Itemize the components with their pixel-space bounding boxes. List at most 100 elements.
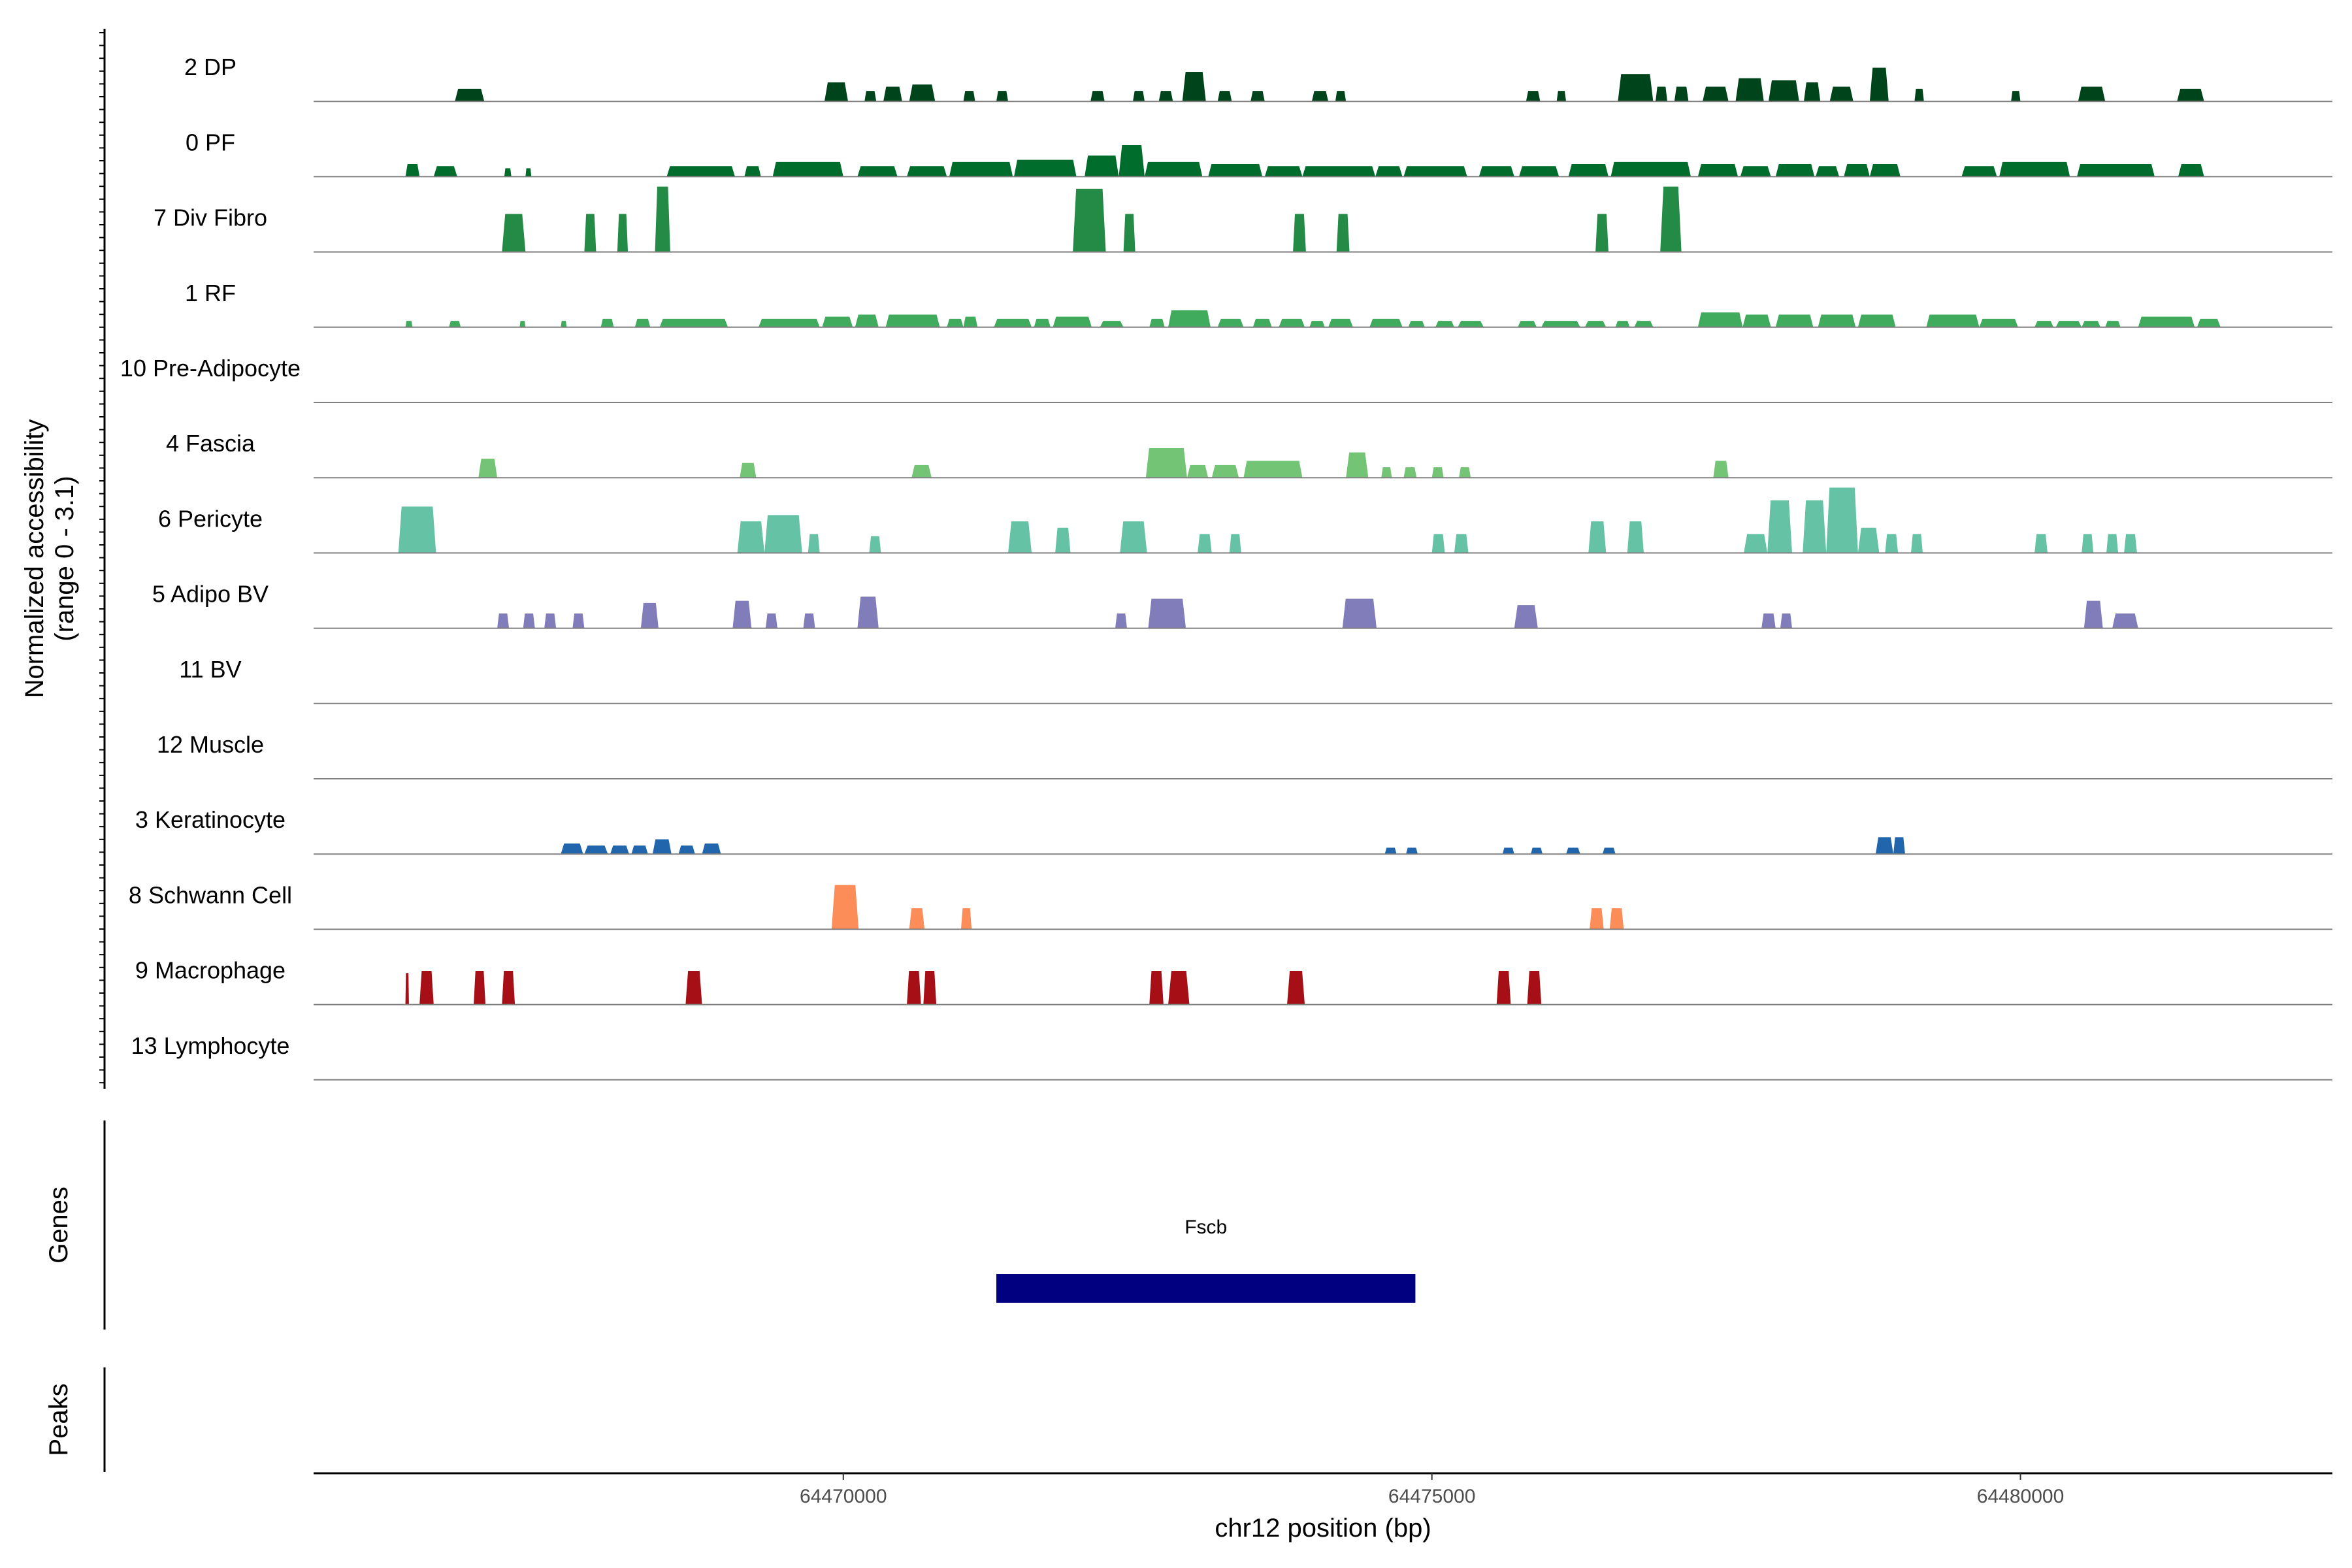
coverage-peak [1775, 314, 1814, 327]
coverage-peak [1531, 847, 1543, 855]
coverage-peak [1910, 534, 1923, 553]
coverage-peak [1198, 534, 1212, 553]
coverage-peak [1459, 467, 1471, 478]
coverage-peak [1804, 82, 1821, 102]
track-label: 4 Fascia [166, 430, 255, 457]
coverage-peak [2077, 164, 2155, 177]
coverage-peak [963, 316, 978, 327]
coverage-peak [2177, 88, 2204, 102]
coverage-peak [1403, 467, 1417, 478]
coverage-peak [1287, 970, 1305, 1005]
coverage-peak [1073, 188, 1106, 252]
coverage-peak [963, 91, 975, 102]
coverage-peak [1595, 214, 1609, 252]
coverage-peak [478, 459, 498, 478]
track-label: 1 RF [185, 280, 236, 306]
coverage-peak [2112, 613, 2138, 629]
coverage-peak [1803, 500, 1827, 553]
coverage-peak [1926, 314, 1980, 327]
track-label: 5 Adipo BV [152, 581, 269, 608]
coverage-peak [2082, 534, 2094, 553]
coverage-peak [1375, 166, 1403, 177]
coverage-peak [1328, 318, 1353, 327]
coverage-peak [857, 166, 898, 177]
coverage-peak [765, 613, 777, 629]
coverage-peak [855, 314, 879, 327]
coverage-peak [1168, 310, 1211, 327]
coverage-peak [1149, 318, 1165, 327]
coverage-peak [911, 465, 932, 478]
track-11-bv: 11 BV [179, 656, 2332, 704]
coverage-peak [2078, 86, 2106, 102]
coverage-peak [2138, 316, 2195, 327]
coverage-peak [1844, 164, 1870, 177]
coverage-peak [652, 839, 672, 855]
coverage-peak [803, 613, 815, 629]
coverage-peak [1158, 91, 1173, 102]
peaks-panel-title: Peaks [44, 1383, 73, 1456]
gene-body-fscb [996, 1274, 1416, 1303]
coverage-peak [1478, 166, 1514, 177]
track-label: 13 Lymphocyte [131, 1032, 290, 1059]
coverage-peak [497, 613, 510, 629]
coverage-peak [1148, 598, 1186, 629]
track-7-div-fibro: 7 Div Fibro [154, 186, 2332, 253]
track-label: 10 Pre-Adipocyte [120, 355, 301, 382]
coverage-peak [1211, 465, 1239, 478]
coverage-peak [1961, 166, 1997, 177]
coverage-peak [1279, 318, 1305, 327]
coverage-peak [1008, 521, 1032, 553]
coverage-peak [1590, 908, 1604, 930]
coverage-peak [1885, 534, 1899, 553]
coverage-peak [1014, 159, 1077, 177]
coverage-peak [685, 970, 702, 1005]
coverage-peak [822, 316, 853, 327]
coverage-peak [2106, 534, 2119, 553]
track-label: 0 PF [186, 129, 235, 155]
coverage-peak [1431, 534, 1445, 553]
coverage-peak [1293, 214, 1306, 252]
coverage-peak [398, 506, 436, 553]
coverage-peak [2105, 321, 2121, 327]
track-5-adipo-bv: 5 Adipo BV [152, 581, 2332, 629]
coverage-y-axis [99, 29, 106, 1089]
coverage-peak [1252, 318, 1272, 327]
coverage-peak [1034, 318, 1051, 327]
coverage-peak [1149, 970, 1164, 1005]
coverage-peak [907, 166, 947, 177]
coverage-peak [433, 166, 457, 177]
coverage-peak [1115, 613, 1128, 629]
coverage-peak [1518, 166, 1560, 177]
coverage-peak [1610, 161, 1691, 177]
coverage-peak [2082, 321, 2101, 327]
coverage-peak [1697, 312, 1743, 327]
coverage-peak [1999, 161, 2070, 177]
coverage-peak [634, 318, 651, 327]
coverage-peak [1826, 487, 1858, 553]
coverage-peak [1602, 847, 1616, 855]
coverage-peak [584, 214, 596, 252]
coverage-peak [1250, 91, 1265, 102]
coverage-peak [1618, 74, 1654, 102]
coverage-peak [1660, 186, 1682, 252]
coverage-peak [1697, 164, 1739, 177]
coverage-peak [732, 600, 752, 629]
track-label: 9 Macrophage [135, 957, 286, 984]
coverage-peak [600, 318, 614, 327]
coverage-peak [1186, 465, 1209, 478]
coverage-peak [1053, 316, 1092, 327]
coverage-peak [702, 843, 721, 855]
coverage-peak [857, 596, 879, 629]
track-label: 8 Schwann Cell [129, 881, 292, 908]
coverage-peak [1346, 452, 1369, 478]
coverage-peak [561, 321, 567, 327]
coverage-peak [864, 91, 877, 102]
coverage-peak [1875, 837, 1893, 855]
coverage-peak [949, 161, 1013, 177]
coverage-peak [2083, 600, 2103, 629]
coverage-peak [1264, 166, 1303, 177]
coverage-peak [909, 908, 925, 930]
coverage-peak [1217, 318, 1244, 327]
track-label: 12 Muscle [157, 731, 264, 758]
